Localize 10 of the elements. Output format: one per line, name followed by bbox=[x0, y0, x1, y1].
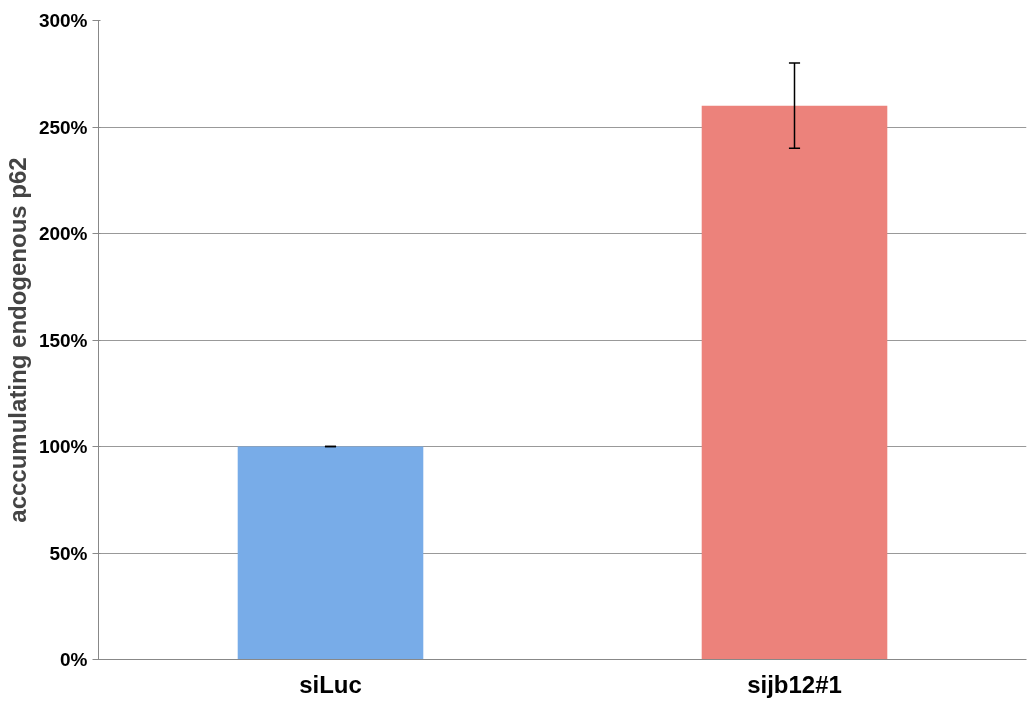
y-tick-label: 300% bbox=[38, 10, 88, 31]
y-tick-label: 100% bbox=[38, 436, 88, 457]
y-axis-title: acccumulating endogenous p62 bbox=[3, 157, 31, 523]
y-tick-label: 50% bbox=[49, 542, 88, 564]
y-tick-label: 150% bbox=[38, 329, 88, 351]
y-tick-label: 250% bbox=[38, 116, 88, 138]
x-tick-label: siLuc bbox=[299, 670, 362, 698]
y-tick-label: 0% bbox=[60, 649, 88, 670]
x-tick-label: sijb12#1 bbox=[747, 670, 842, 698]
y-tick-label: 200% bbox=[38, 223, 88, 244]
